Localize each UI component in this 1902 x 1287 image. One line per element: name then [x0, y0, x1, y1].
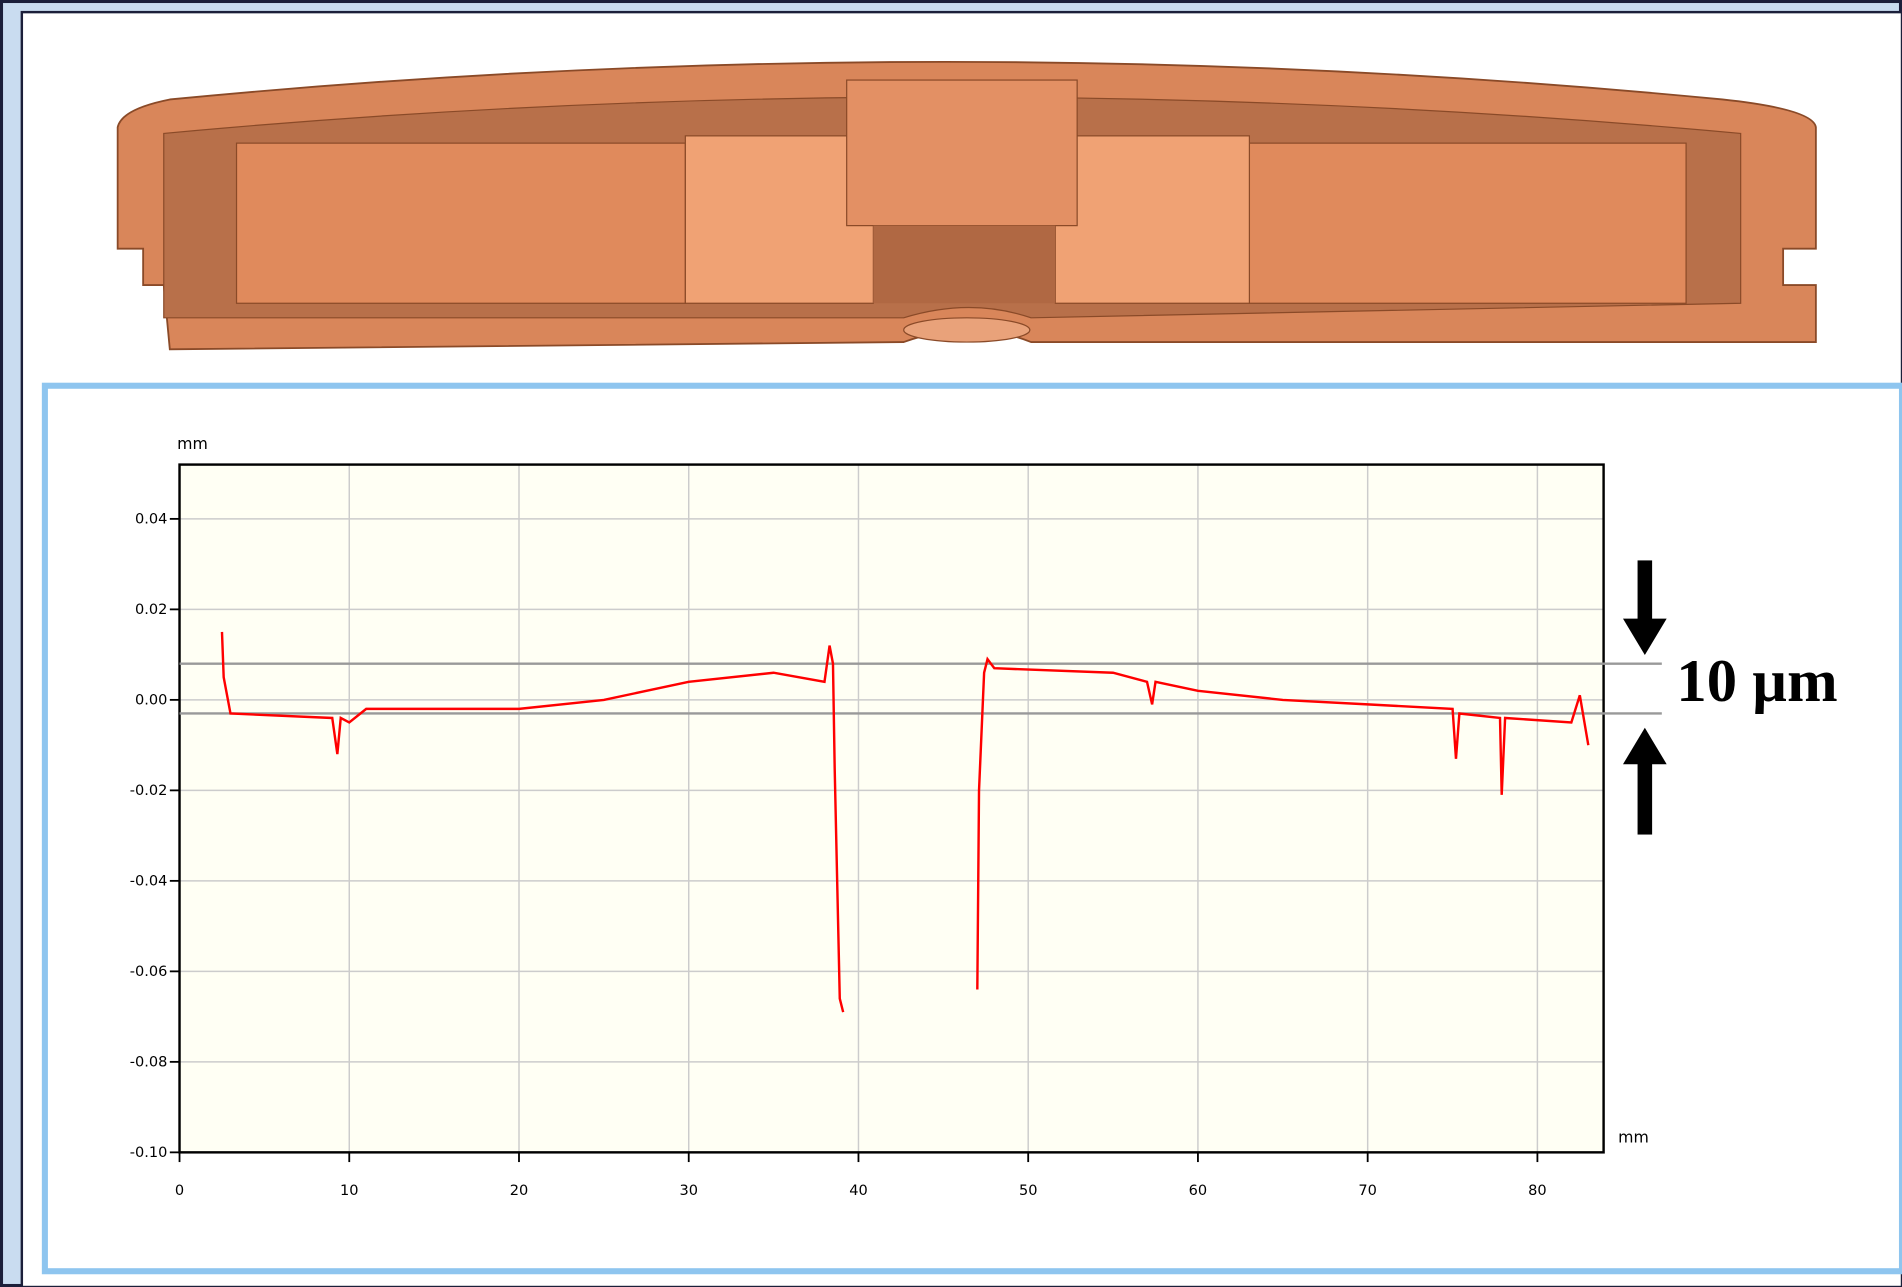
y-tick-label: -0.02 — [130, 782, 168, 799]
x-tick-label: 30 — [679, 1182, 698, 1199]
y-tick-label: -0.08 — [130, 1054, 168, 1071]
y-unit: mm — [177, 434, 208, 453]
x-tick-label: 0 — [175, 1182, 184, 1199]
page: {"chart_data": { "type": "line", "x_unit… — [0, 0, 1902, 1287]
x-tick-label: 70 — [1358, 1182, 1377, 1199]
y-tick-label: -0.04 — [130, 873, 168, 890]
x-tick-label: 10 — [340, 1182, 359, 1199]
y-tick-label: -0.06 — [130, 963, 168, 980]
x-tick-label: 40 — [849, 1182, 868, 1199]
plot-area — [180, 465, 1604, 1153]
part-illustration — [118, 62, 1816, 349]
x-tick-label: 60 — [1189, 1182, 1208, 1199]
y-tick-label: 0.04 — [135, 511, 167, 528]
x-unit: mm — [1618, 1128, 1649, 1147]
y-tick-label: 0.00 — [135, 692, 167, 709]
annotation: 10 µm — [1676, 648, 1837, 715]
x-tick-label: 20 — [510, 1182, 529, 1199]
x-tick-label: 80 — [1528, 1182, 1547, 1199]
y-tick-label: -0.10 — [130, 1144, 168, 1161]
x-tick-label: 50 — [1019, 1182, 1038, 1199]
screenshot: mm mm 10 µm 0 10 20 30 40 50 60 70 80 0.04 0.02 0.0… — [0, 0, 1902, 1287]
y-tick-label: 0.02 — [135, 601, 167, 618]
